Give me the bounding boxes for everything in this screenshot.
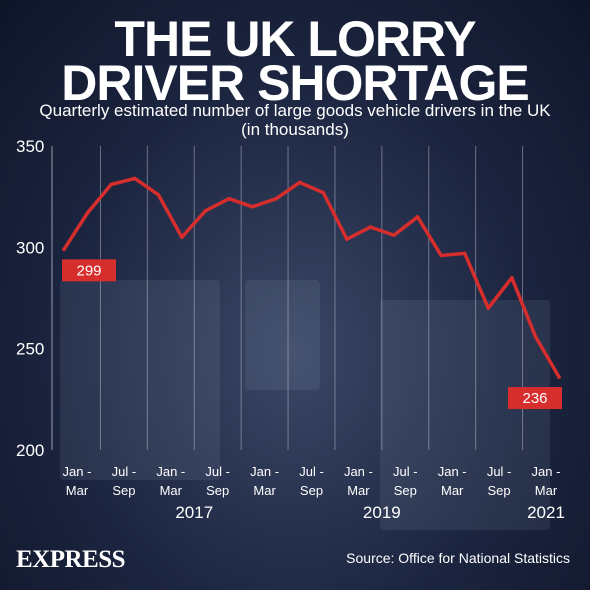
x-tick-label-line2: Sep — [112, 483, 135, 498]
data-point — [510, 275, 514, 280]
data-point — [557, 375, 561, 379]
y-tick-label: 300 — [16, 238, 44, 257]
x-tick-label-line1: Jan - — [63, 464, 92, 479]
x-tick-label-line1: Jan - — [156, 464, 185, 479]
data-point — [62, 247, 66, 252]
x-tick-label-line1: Jul - — [487, 464, 512, 479]
data-labels: 299 236 — [62, 259, 562, 410]
data-point — [321, 190, 326, 195]
x-tick-label-line2: Mar — [253, 483, 276, 498]
data-point — [250, 205, 255, 209]
data-point — [368, 225, 373, 229]
x-tick-label-line2: Sep — [394, 483, 417, 498]
x-tick-label-line1: Jul - — [299, 464, 324, 479]
x-tick-label-line2: Mar — [535, 483, 558, 498]
y-axis-ticks: 200 250 300 350 — [16, 137, 44, 460]
x-tick-label-line2: Sep — [488, 483, 511, 498]
gridlines — [51, 146, 524, 450]
page-title-line-1: THE UK LORRY — [114, 11, 476, 67]
lorry-backdrop-center — [245, 280, 320, 390]
lorry-backdrop-left — [60, 280, 220, 480]
data-point — [392, 233, 396, 237]
data-label: 299 — [76, 262, 101, 279]
x-tick-label-line2: Mar — [347, 483, 370, 498]
chart-subtitle-line-2: (in thousands) — [241, 120, 349, 139]
x-tick-label-line1: Jan - — [438, 464, 467, 479]
x-tick-label-line1: Jan - — [344, 464, 373, 479]
data-point — [533, 334, 538, 339]
x-tick-label-line1: Jul - — [205, 464, 230, 479]
data-point — [345, 237, 349, 242]
data-point — [85, 211, 90, 215]
page-title-line-2: DRIVER SHORTAGE — [61, 55, 529, 111]
series-layer — [62, 176, 561, 379]
x-axis-year-label: 2019 — [363, 503, 401, 522]
x-axis-ticks: Jan - Mar Jul - Sep Jan - Mar Jul - Sep Jan - Mar… — [63, 464, 561, 498]
x-axis-year-label: 2017 — [175, 503, 213, 522]
data-label-box — [508, 387, 562, 410]
y-tick-label: 250 — [16, 340, 44, 359]
data-point — [462, 251, 467, 256]
x-tick-label-line2: Sep — [300, 483, 323, 498]
data-point — [156, 192, 161, 197]
x-tick-label-line1: Jul - — [393, 464, 418, 479]
x-tick-label-line2: Mar — [441, 483, 464, 498]
x-axis-year-label: 2021 — [527, 503, 565, 522]
data-point — [297, 180, 302, 185]
x-tick-label-line1: Jan - — [250, 464, 279, 479]
y-tick-label: 350 — [16, 137, 44, 156]
data-point — [439, 253, 443, 258]
data-point — [415, 215, 420, 219]
series-line — [62, 176, 561, 379]
x-axis-year-labels: 2017 2019 2021 — [175, 503, 565, 522]
source-note: Source: Office for National Statistics — [346, 550, 570, 566]
data-point — [227, 196, 231, 201]
data-point — [132, 176, 137, 181]
x-tick-label-line1: Jan - — [532, 464, 561, 479]
data-point — [109, 182, 113, 187]
x-tick-label-line2: Mar — [66, 483, 89, 498]
data-label-box — [62, 259, 116, 282]
chart-subtitle-line-1: Quarterly estimated number of large good… — [39, 101, 551, 120]
express-logo: EXPRESS — [16, 546, 126, 573]
data-point — [274, 196, 278, 201]
data-label: 236 — [522, 390, 547, 407]
x-tick-label-line2: Mar — [160, 483, 183, 498]
x-tick-label-line2: Sep — [206, 483, 229, 498]
data-point — [180, 235, 184, 239]
data-point — [203, 209, 208, 213]
x-tick-label-line1: Jul - — [112, 464, 137, 479]
y-tick-label: 200 — [16, 441, 44, 460]
data-point — [486, 306, 491, 310]
lorry-backdrop-right — [380, 300, 550, 530]
